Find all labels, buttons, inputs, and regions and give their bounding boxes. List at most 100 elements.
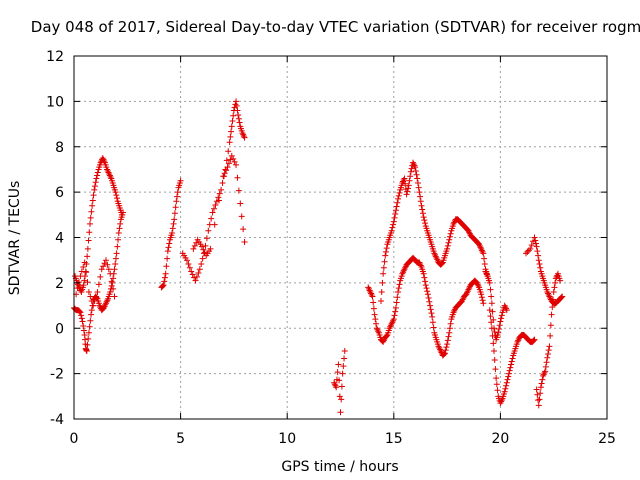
data-point [85,329,92,336]
y-axis-label: SDTVAR / TECUs [7,181,23,296]
data-point [191,242,198,249]
data-point [481,255,488,262]
data-point [490,340,497,347]
data-point [503,382,510,389]
data-point [372,316,379,323]
data-point [174,193,181,200]
data-point [161,278,168,285]
y-tick-label: 12 [46,49,64,65]
data-point [444,245,451,252]
data-point [528,242,535,249]
data-point [160,282,167,289]
data-point [236,119,243,126]
data-point [417,193,424,200]
data-point [382,248,389,255]
data-point [545,350,552,357]
data-point [84,253,91,260]
data-point [489,308,496,315]
data-point [225,148,232,155]
data-point [420,270,427,277]
data-point [218,186,225,193]
data-point [85,237,92,244]
data-point [224,164,231,171]
data-point [491,357,498,364]
data-point [211,221,218,228]
data-point [488,293,495,300]
data-point [405,185,412,192]
data-point [240,133,247,140]
data-point [542,368,549,375]
data-point [503,307,510,314]
data-point [535,252,542,259]
data-point [95,281,102,288]
data-point [441,350,448,357]
data-point [445,333,452,340]
data-point [162,270,169,277]
data-point [478,291,485,298]
data-point [414,175,421,182]
data-point [396,281,403,288]
data-point [423,285,430,292]
data-point [395,195,402,202]
data-point [193,273,200,280]
data-point [551,284,558,291]
data-point [83,269,90,276]
data-point [220,173,227,180]
data-point [338,396,345,403]
data-point [415,184,422,191]
data-point [483,271,490,278]
data-point [185,260,192,267]
data-point [550,288,557,295]
data-point [530,337,537,344]
data-point [429,319,436,326]
data-point [396,189,403,196]
data-point [424,291,431,298]
data-point [233,102,240,109]
data-point [442,347,449,354]
x-tick-label: 20 [491,431,509,447]
data-point [486,279,493,286]
data-point [378,298,385,305]
data-point [522,250,529,257]
data-point [390,218,397,225]
data-point [374,326,381,333]
x-tick-label: 5 [176,431,185,447]
data-point [86,323,93,330]
data-point [216,190,223,197]
data-point [400,177,407,184]
data-point [163,263,170,270]
data-point [509,355,516,362]
data-point [86,229,93,236]
data-point [491,347,498,354]
data-point [170,220,177,227]
data-point [383,245,390,252]
data-point [405,182,412,189]
data-point [505,373,512,380]
data-point [524,248,531,255]
data-point [199,255,206,262]
data-point [389,224,396,231]
data-point [107,270,114,277]
data-point [87,293,94,300]
data-point [532,240,539,247]
data-point [393,299,400,306]
y-tick-label: 2 [55,276,64,292]
data-point [165,244,172,251]
data-point [422,282,429,289]
data-point [537,384,544,391]
data-point [543,359,550,366]
data-point [107,288,114,295]
y-tick-label: 6 [55,185,64,201]
data-point [478,294,485,301]
data-point [392,304,399,311]
data-point [334,369,341,376]
data-point [370,299,377,306]
data-point [394,294,401,301]
data-point [395,288,402,295]
data-point [112,255,119,262]
data-point [375,328,382,335]
data-point [439,260,446,267]
data-point [233,161,240,168]
data-point [84,279,91,286]
data-point [413,171,420,178]
